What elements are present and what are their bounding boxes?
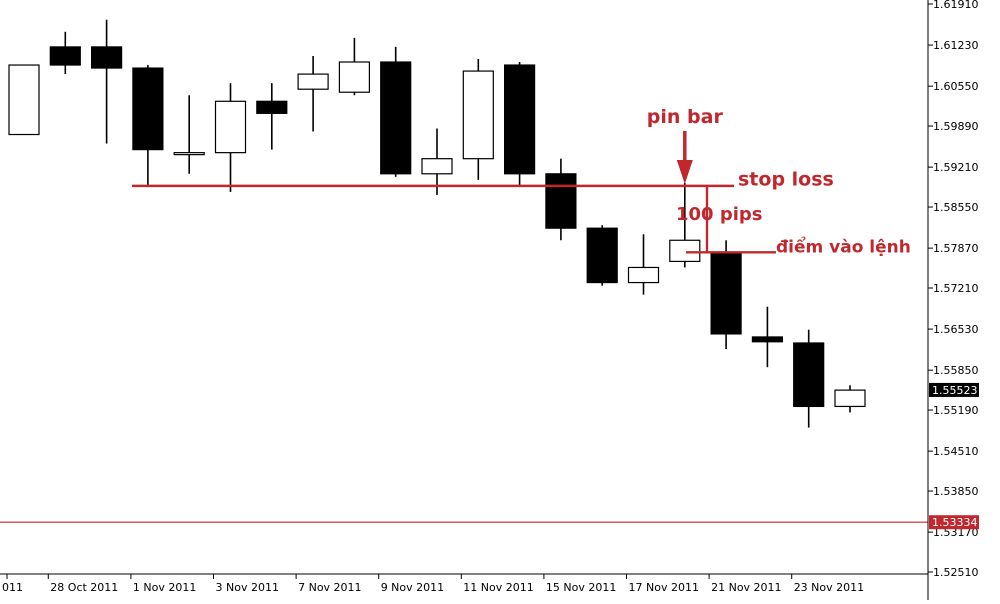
candle-body-bear — [49, 46, 81, 66]
y-tick-label: 1.60550 — [933, 80, 979, 93]
candle — [297, 55, 329, 132]
price-level-box — [929, 515, 979, 530]
candle — [90, 19, 123, 144]
candle — [214, 83, 247, 192]
y-tick-label: 1.57210 — [933, 282, 979, 295]
x-axis: 011 28 Oct 2011 1 Nov 2011 3 Nov 2011 7 Nov … — [0, 573, 928, 594]
y-tick-label: 1.53170 — [933, 526, 979, 539]
candle-body-bear — [545, 173, 577, 229]
y-tick-label: 1.61230 — [933, 39, 979, 52]
candle — [49, 31, 81, 75]
candle — [8, 64, 40, 136]
pin-bar-label: pin bar — [647, 106, 724, 128]
x-tick-label: 21 Nov 2011 — [711, 581, 781, 594]
candle — [586, 225, 618, 286]
y-tick-label: 1.61910 — [933, 0, 979, 11]
y-tick-label: 1.57870 — [933, 242, 979, 255]
x-tick-label: 28 Oct 2011 — [50, 581, 118, 594]
candle-body-bull — [834, 389, 866, 408]
candle — [710, 240, 742, 350]
candle-body-bear — [380, 61, 412, 175]
candle — [751, 306, 784, 368]
candle-body-bull — [627, 266, 660, 284]
candle — [545, 158, 577, 241]
candle — [256, 83, 288, 150]
candle-body-bull — [214, 100, 247, 154]
y-axis: 1.61910 1.61230 1.60550 1.59890 1.59210 1.585… — [927, 0, 979, 600]
candle — [421, 128, 453, 195]
candle — [132, 65, 164, 186]
x-tick-label: 3 Nov 2011 — [216, 581, 279, 594]
candle-body-bull — [421, 158, 453, 175]
y-tick-label: 1.55190 — [933, 404, 979, 417]
stop-loss-label: stop loss — [738, 168, 834, 190]
x-tick-label: 15 Nov 2011 — [546, 581, 616, 594]
price-level-label: 1.53334 — [932, 516, 978, 529]
y-tick-label: 1.53850 — [933, 485, 979, 498]
x-tick-label: 11 Nov 2011 — [463, 581, 533, 594]
y-tick-label: 1.59890 — [933, 120, 979, 133]
y-tick-label: 1.58550 — [933, 201, 979, 214]
x-tick-label: 7 Nov 2011 — [298, 581, 361, 594]
candle-body-bear — [710, 251, 742, 335]
pips-label: 100 pips — [676, 204, 763, 225]
candle — [462, 58, 494, 180]
candle — [504, 62, 536, 186]
candle — [627, 234, 660, 295]
candle-body-bear — [793, 342, 825, 408]
candle-body-bear — [90, 46, 123, 69]
y-tick-label: 1.56530 — [933, 323, 979, 336]
x-tick-label: 9 Nov 2011 — [381, 581, 444, 594]
candle — [793, 329, 825, 428]
x-tick-label: 17 Nov 2011 — [629, 581, 699, 594]
candle-body-bull — [173, 152, 205, 156]
candle-body-bull — [462, 70, 494, 160]
candle-body-bull — [8, 64, 40, 136]
y-tick-label: 1.55850 — [933, 364, 979, 377]
current-price-label: 1.55523 — [932, 384, 978, 397]
entry-label: điểm vào lệnh — [776, 235, 911, 257]
candle-body-bear — [751, 336, 784, 343]
y-tick-label: 1.54510 — [933, 445, 979, 458]
candle-body-bear — [504, 64, 536, 175]
annotation-layer: stop loss điểm vào lệnh 100 pips pin bar — [132, 106, 911, 257]
y-tick-label: 1.52510 — [933, 566, 979, 579]
candle — [173, 95, 205, 174]
candle-body-bear — [586, 227, 618, 284]
x-tick-label: 1 Nov 2011 — [133, 581, 196, 594]
candle-body-bear — [132, 67, 164, 151]
candle-body-bull — [297, 73, 329, 90]
candle — [338, 37, 370, 96]
candle-body-bull — [338, 61, 370, 93]
candle-body-bear — [256, 100, 288, 114]
y-tick-label: 1.59210 — [933, 161, 979, 174]
x-tick-label: 23 Nov 2011 — [794, 581, 864, 594]
candle-body-bull — [669, 239, 701, 263]
candle — [834, 385, 866, 413]
current-price-box — [929, 382, 979, 397]
candles-layer — [8, 19, 866, 428]
x-tick-label: 011 — [2, 581, 23, 594]
candle — [380, 46, 412, 177]
candle — [669, 182, 701, 268]
pin-bar-arrow-head — [676, 160, 693, 184]
